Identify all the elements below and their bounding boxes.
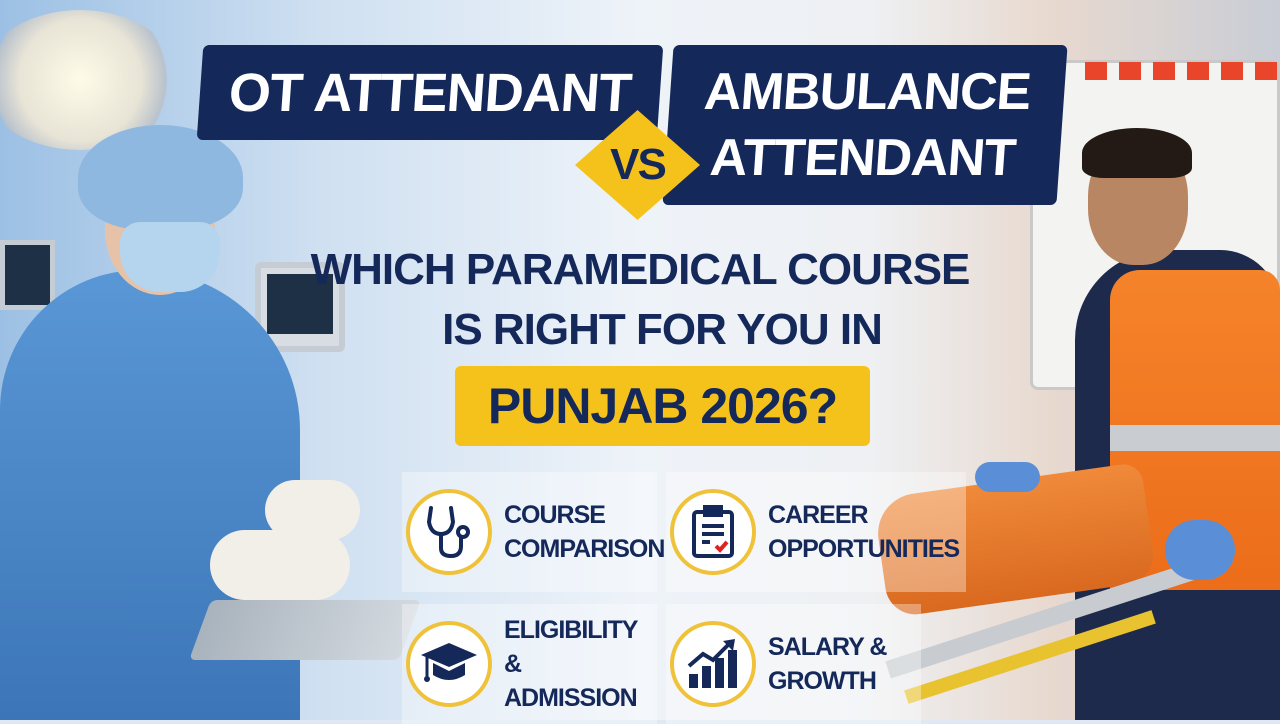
hair-beard: [1082, 128, 1192, 178]
gloved-hand: [265, 480, 360, 540]
feature-salary-growth: SALARY & GROWTH: [666, 604, 921, 724]
feature-line2: OPPORTUNITIES: [768, 535, 960, 563]
feature-line1: COURSE: [504, 501, 606, 529]
graduation-cap-icon: [406, 621, 492, 707]
subtitle-line1: WHICH PARAMEDICAL COURSE: [310, 245, 971, 294]
vs-badge: VS: [575, 110, 700, 220]
highlight-punjab-2026: PUNJAB 2026?: [455, 366, 870, 446]
highlight-text: PUNJAB 2026?: [487, 378, 838, 434]
feature-line2: COMPARISON: [504, 535, 665, 563]
gloved-hand: [210, 530, 350, 600]
stethoscope-icon: [406, 489, 492, 575]
vest-stripe: [1110, 425, 1280, 451]
subtitle-line2: IS RIGHT FOR YOU IN: [442, 305, 883, 354]
vs-text: VS: [610, 140, 667, 189]
feature-course-comparison: COURSE COMPARISON: [402, 472, 665, 592]
monitor: [255, 262, 345, 352]
feature-line1: CAREER: [768, 501, 869, 529]
monitor: [0, 240, 55, 310]
ambulance-lights: [1085, 62, 1280, 80]
glove: [1165, 520, 1235, 580]
feature-line1: ELIGIBILITY &: [504, 616, 638, 678]
instrument-tray: [189, 600, 421, 660]
feature-eligibility-admission: ELIGIBILITY & ADMISSION: [402, 604, 657, 724]
glove: [975, 462, 1040, 492]
feature-line1: SALARY &: [768, 633, 887, 661]
title-left-text: OT ATTENDANT: [226, 62, 634, 123]
clipboard-icon: [670, 489, 756, 575]
growth-chart-icon: [670, 621, 756, 707]
feature-career-opportunities: CAREER OPPORTUNITIES: [666, 472, 966, 592]
face-mask: [120, 222, 220, 292]
title-right-line1: AMBULANCE: [702, 63, 1033, 121]
feature-line2: ADMISSION: [504, 684, 638, 712]
feature-line2: GROWTH: [768, 667, 877, 695]
title-ambulance-attendant: AMBULANCE ATTENDANT: [662, 45, 1068, 205]
title-right-line2: ATTENDANT: [708, 129, 1018, 187]
surgical-cap: [78, 125, 243, 230]
